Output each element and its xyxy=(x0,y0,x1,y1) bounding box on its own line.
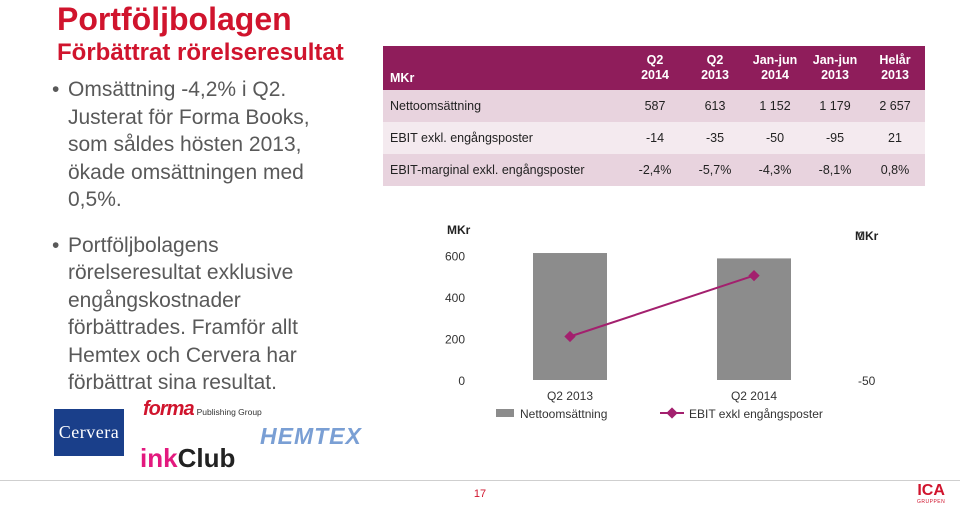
bar-nettoomsattning xyxy=(533,253,607,380)
slide-subtitle: Förbättrat rörelseresultat xyxy=(57,39,344,66)
page-number: 17 xyxy=(473,488,487,500)
table-header-row: MKr Q2 2014 Q2 2013 Jan-jun 2014 Jan-jun 201… xyxy=(383,46,925,90)
bullet-ebit: Portföljbolagens rörelseresultat exklusi… xyxy=(52,232,352,397)
legend-label: EBIT exkl engångsposter xyxy=(689,407,823,421)
left-axis-tick: 0 xyxy=(458,374,465,388)
right-axis-tick: 0 xyxy=(858,229,865,243)
table-cell: -4,3% xyxy=(745,154,805,186)
col-header: Jan-jun 2014 xyxy=(745,46,805,90)
left-axis-unit: MKr xyxy=(447,223,471,237)
bullet-revenue: Omsättning -4,2% i Q2. Justerat för Form… xyxy=(52,76,352,214)
table-cell: 1 152 xyxy=(745,90,805,122)
table-row: EBIT-marginal exkl. engångsposter -2,4% … xyxy=(383,154,925,186)
legend-swatch-bar xyxy=(496,409,514,417)
table-cell: 1 179 xyxy=(805,90,865,122)
right-axis-tick: -50 xyxy=(858,374,876,388)
legend-label: Nettoomsättning xyxy=(520,407,607,421)
table-cell: -50 xyxy=(745,122,805,154)
left-axis-tick: 400 xyxy=(445,291,465,305)
financial-table: MKr Q2 2014 Q2 2013 Jan-jun 2014 Jan-jun 201… xyxy=(383,46,925,186)
slide-title: Portföljbolagen xyxy=(57,1,292,37)
inkclub-logo: inkClub xyxy=(140,443,236,473)
table-unit-header: MKr xyxy=(383,46,625,90)
left-axis-tick: 600 xyxy=(445,250,465,264)
footer-divider xyxy=(0,480,960,481)
row-label: EBIT-marginal exkl. engångsposter xyxy=(383,154,625,186)
right-axis-unit: MKr xyxy=(855,229,879,243)
table-row: EBIT exkl. engångsposter -14 -35 -50 -95… xyxy=(383,122,925,154)
forma-publishing-logo: forma Publishing Group xyxy=(143,398,262,420)
table-cell: 2 657 xyxy=(865,90,925,122)
x-axis-tick: Q2 2013 xyxy=(547,389,593,403)
row-label: EBIT exkl. engångsposter xyxy=(383,122,625,154)
table-cell: -35 xyxy=(685,122,745,154)
table-cell: 613 xyxy=(685,90,745,122)
table-cell: 21 xyxy=(865,122,925,154)
ica-gruppen-logo: ICA GRUPPEN xyxy=(917,482,946,506)
legend-swatch-marker xyxy=(666,407,678,419)
table-cell: -2,4% xyxy=(625,154,685,186)
col-header: Q2 2014 xyxy=(625,46,685,90)
row-label: Nettoomsättning xyxy=(383,90,625,122)
bullet-list: Omsättning -4,2% i Q2. Justerat för Form… xyxy=(52,76,352,397)
cervera-logo: Cervera xyxy=(54,409,124,456)
table-cell: -8,1% xyxy=(805,154,865,186)
table-cell: 587 xyxy=(625,90,685,122)
table-cell: 0,8% xyxy=(865,154,925,186)
ebit-line xyxy=(569,274,755,338)
col-header: Q2 2013 xyxy=(685,46,745,90)
revenue-ebit-chart: MKr MKr 0 200 400 600 -50 0 Q2 2013 Q2 2014 N… xyxy=(445,223,879,421)
table-cell: -95 xyxy=(805,122,865,154)
left-axis-tick: 200 xyxy=(445,333,465,347)
col-header: Helår 2013 xyxy=(865,46,925,90)
hemtex-logo: HEMTEX xyxy=(260,423,362,449)
col-header: Jan-jun 2013 xyxy=(805,46,865,90)
table-cell: -14 xyxy=(625,122,685,154)
x-axis-tick: Q2 2014 xyxy=(731,389,777,403)
table-cell: -5,7% xyxy=(685,154,745,186)
table-row: Nettoomsättning 587 613 1 152 1 179 2 65… xyxy=(383,90,925,122)
